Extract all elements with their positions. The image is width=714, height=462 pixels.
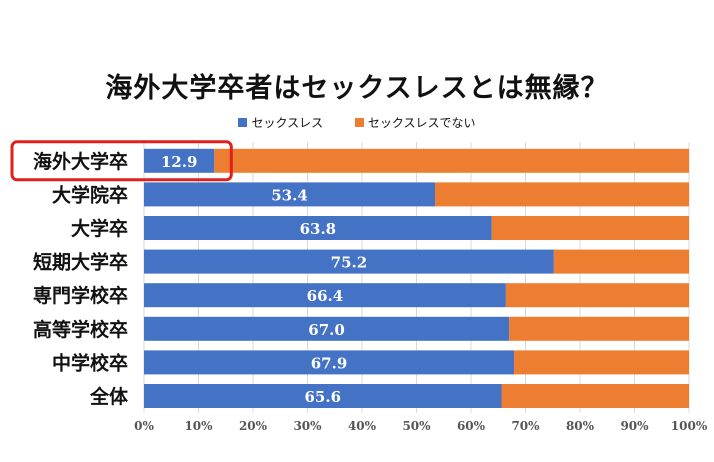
- x-tick-label: 90%: [620, 419, 649, 433]
- bar-sexless: [144, 283, 506, 308]
- category-label: 中学校卒: [52, 351, 128, 374]
- x-tick-label: 80%: [566, 419, 595, 433]
- category-label: 全体: [89, 385, 129, 408]
- bar-sexless: [144, 148, 215, 173]
- bar-not-sexless: [435, 182, 689, 207]
- bar-sexless: [144, 216, 492, 240]
- data-label: 53.4: [271, 186, 308, 204]
- legend: セックスレス セックスレスでない: [0, 114, 714, 131]
- data-label: 65.6: [304, 388, 341, 406]
- bar-sexless: [144, 182, 436, 207]
- bar-not-sexless: [501, 384, 689, 408]
- category-label: 高等学校卒: [33, 318, 128, 341]
- highlight-box: [10, 140, 233, 182]
- chart-title: 海外大学卒者はセックスレスとは無縁？: [105, 73, 609, 104]
- x-tick-label: 30%: [293, 419, 322, 433]
- category-label: 短期大学卒: [33, 251, 128, 274]
- bar-not-sexless: [514, 350, 689, 375]
- legend-label-sexless: セックスレス: [251, 116, 324, 130]
- category-label: 専門学校卒: [33, 284, 128, 307]
- bar-not-sexless: [509, 316, 689, 341]
- legend-swatch-sexless: [238, 118, 248, 127]
- bar-not-sexless: [214, 148, 689, 173]
- x-tick-label: 40%: [348, 419, 377, 433]
- bar-sexless: [144, 316, 510, 341]
- bar-not-sexless: [491, 216, 689, 240]
- bar-sexless: [144, 350, 515, 375]
- legend-swatch-not-sexless: [354, 118, 364, 127]
- data-label: 67.0: [308, 321, 345, 339]
- data-label: 66.4: [307, 287, 344, 305]
- category-label: 大学卒: [71, 217, 128, 240]
- x-tick-label: 10%: [184, 419, 213, 433]
- data-label: 75.2: [331, 254, 368, 272]
- category-label: 海外大学卒: [33, 150, 128, 173]
- legend-item-sexless: セックスレス: [238, 114, 323, 131]
- legend-item-not-sexless: セックスレスでない: [354, 114, 476, 131]
- data-label: 67.9: [311, 354, 348, 372]
- x-tick-label: 50%: [402, 419, 431, 433]
- x-tick-label: 100%: [671, 419, 708, 433]
- data-label: 63.8: [300, 220, 337, 238]
- bar-sexless: [144, 249, 554, 274]
- x-tick-label: 70%: [511, 419, 540, 433]
- category-label: 大学院卒: [52, 183, 128, 206]
- x-tick-label: 20%: [239, 419, 268, 433]
- legend-label-not-sexless: セックスレスでない: [367, 116, 476, 130]
- bar-sexless: [144, 384, 502, 408]
- bar-not-sexless: [553, 249, 689, 274]
- x-tick-label: 60%: [457, 419, 486, 433]
- bar-not-sexless: [505, 283, 689, 308]
- data-label: 12.9: [161, 153, 198, 171]
- x-tick-label: 0%: [134, 419, 154, 433]
